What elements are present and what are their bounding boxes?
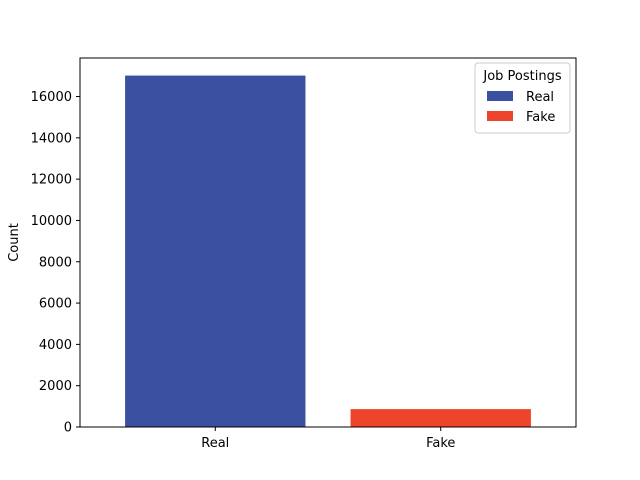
y-tick-label: 10000 [31, 214, 72, 229]
plot-frame [79, 57, 577, 428]
y-tick-label: 8000 [39, 255, 72, 270]
legend-label-fake: Fake [526, 110, 555, 125]
y-tick-label: 16000 [31, 90, 72, 105]
y-tick-label: 6000 [39, 297, 72, 312]
x-tick-label: Real [201, 436, 229, 451]
x-axis: Real Fake [201, 427, 455, 451]
y-tick-label: 0 [64, 421, 72, 436]
legend: Job Postings Real Fake [474, 62, 571, 134]
legend-label-real: Real [526, 90, 554, 105]
y-tick-label: 2000 [39, 379, 72, 394]
legend-swatch-fake [487, 111, 513, 121]
y-tick-label: 4000 [39, 338, 72, 353]
legend-swatch-real [487, 91, 513, 101]
y-axis: 0 2000 4000 6000 8000 10000 12000 14000 16000 [31, 90, 80, 436]
bar-fake [350, 409, 531, 427]
legend-title: Job Postings [482, 69, 561, 84]
y-axis-label: Count [7, 223, 22, 262]
bar-real [125, 75, 306, 427]
y-tick-label: 14000 [31, 131, 72, 146]
bars-group [125, 75, 531, 427]
x-tick-label: Fake [426, 436, 455, 451]
y-tick-label: 12000 [31, 173, 72, 188]
